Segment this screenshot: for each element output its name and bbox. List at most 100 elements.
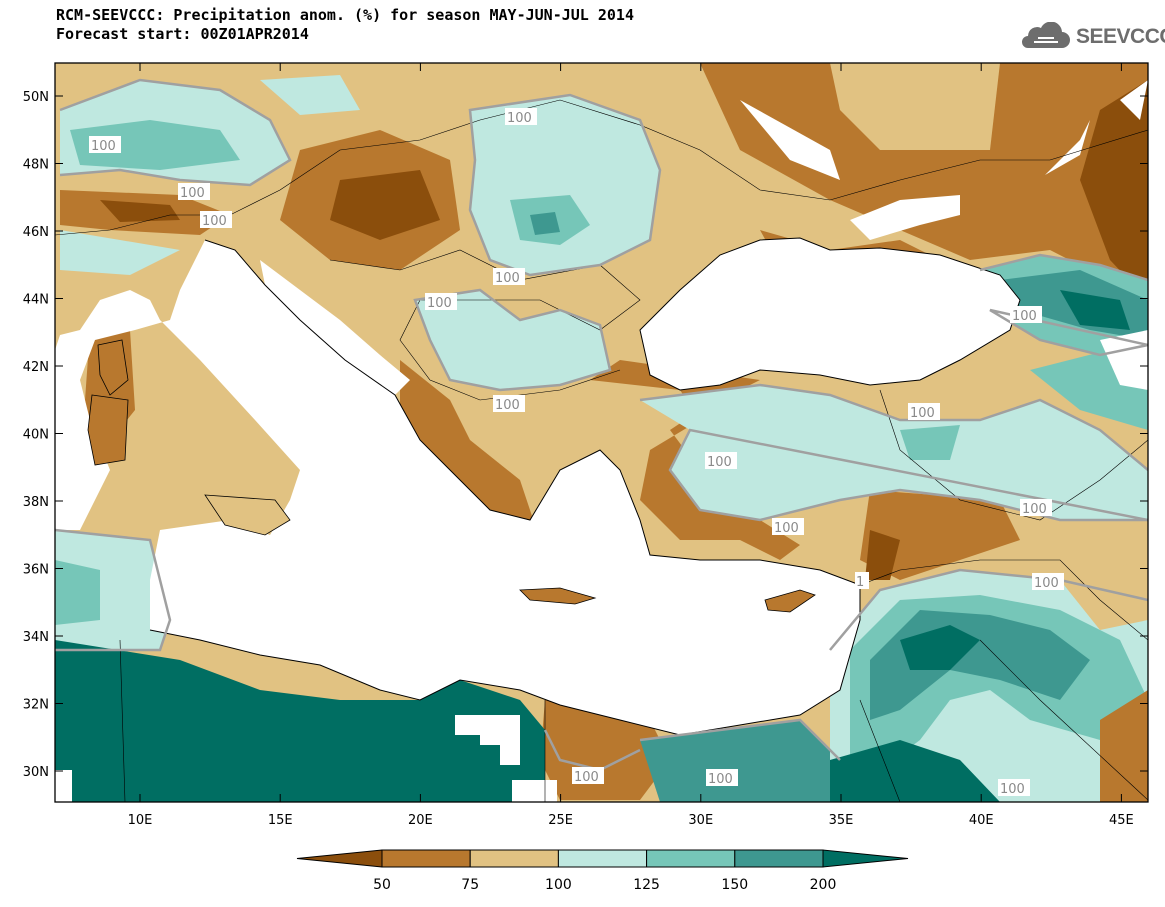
black-sea	[640, 238, 1020, 390]
field-75-100-iraq	[1060, 560, 1148, 630]
field-150-200-romania	[530, 212, 560, 235]
colorbar-tick-label: 75	[461, 877, 479, 893]
longitude-axis: 10E 15E 20E 25E 30E 35E 40E 45E	[128, 63, 1134, 828]
svg-text:100: 100	[574, 770, 599, 785]
field-125-150-tunisia	[55, 560, 100, 625]
svg-text:100: 100	[1000, 782, 1025, 797]
contour-100-germany	[59, 78, 292, 187]
svg-text:100: 100	[1022, 502, 1047, 517]
colorbar-arrow-high	[822, 849, 909, 868]
svg-text:100: 100	[495, 398, 520, 413]
lon-label: 30E	[688, 813, 713, 828]
field-100-125-france	[60, 230, 180, 275]
lat-label: 38N	[23, 495, 49, 510]
svg-text:100: 100	[1012, 309, 1037, 324]
contour-100-tunisia	[55, 528, 172, 652]
field-over-200-georgia	[1060, 290, 1130, 330]
coastline	[149, 239, 861, 736]
field-150-200-egypt	[640, 720, 840, 802]
field-below-50-alps	[100, 200, 180, 222]
field-over-200-syria	[900, 625, 980, 670]
crete	[519, 587, 597, 605]
colorbar-tick-label: 150	[721, 877, 748, 893]
lon-label: 15E	[268, 813, 293, 828]
svg-text:100: 100	[495, 271, 520, 286]
field-125-150-germany	[70, 120, 240, 170]
field-100-125-serbia	[415, 290, 610, 390]
cloud-logo-icon	[1022, 22, 1070, 48]
contour-label: 100	[705, 452, 737, 470]
lat-label: 34N	[23, 630, 49, 645]
svg-text:100: 100	[507, 111, 532, 126]
latitude-axis: 50N 48N 46N 44N 42N 40N 38N 36N 34N 32N 30N	[23, 90, 1148, 780]
field-50-75-balkans	[400, 360, 540, 540]
colorbar-arrow-low	[296, 849, 383, 868]
lon-label: 40E	[969, 813, 994, 828]
lon-label: 10E	[128, 813, 153, 828]
sardinia	[87, 394, 129, 466]
svg-text:100: 100	[910, 406, 935, 421]
lon-label: 20E	[408, 813, 433, 828]
field-50-75-turkey-east	[860, 490, 1020, 580]
field-100-125-anatolia	[640, 385, 1148, 520]
field-100-125-poland	[260, 75, 360, 115]
colorbar-segment	[646, 849, 736, 868]
contour-label: 100	[908, 403, 940, 421]
contour-label: 100	[493, 268, 525, 286]
colorbar-tick-label: 125	[633, 877, 660, 893]
cyprus	[764, 589, 816, 613]
lat-label: 32N	[23, 698, 49, 713]
seevccc-logo: SEEVCCC	[1018, 22, 1165, 52]
logo-text: SEEVCCC	[1076, 25, 1165, 48]
contour-label: 100	[706, 769, 738, 787]
contour-label: 100	[572, 767, 604, 785]
map-frame	[54, 62, 1149, 803]
israel-border	[859, 699, 901, 802]
contour-label: 100	[178, 183, 210, 201]
svg-text:100: 100	[774, 521, 799, 536]
contour-100-georgia	[979, 253, 1148, 357]
libya-border	[119, 639, 126, 802]
lat-label: 44N	[23, 293, 49, 308]
contour-label: 100	[772, 518, 804, 536]
lon-label: 35E	[829, 813, 854, 828]
contour-label: 100	[89, 136, 121, 154]
contour-label: 100	[1020, 499, 1052, 517]
contour-100-egypt-west	[543, 729, 641, 772]
colorbar-tick-label: 200	[810, 877, 837, 893]
contour-label: 100	[505, 108, 537, 126]
caspian-edge	[1100, 330, 1148, 390]
contour-label: 100	[1010, 306, 1042, 324]
lat-label: 46N	[23, 225, 49, 240]
missing-data-patch	[55, 770, 72, 802]
sicily	[204, 494, 291, 536]
contour-labels: 100 100 100 100 100 100 100 100 100 100 …	[89, 108, 1064, 797]
contour-label: 1	[855, 572, 869, 590]
lat-label: 48N	[23, 158, 49, 173]
map-fields: 100 100 100 100 100 100 100 100 100 100 …	[55, 63, 1148, 802]
contour-100-egypt	[639, 718, 841, 761]
colorbar-segment	[734, 849, 824, 868]
missing-data-patch	[512, 780, 557, 802]
contour-label: 100	[200, 211, 232, 229]
lat-label: 42N	[23, 360, 49, 375]
svg-text:100: 100	[707, 455, 732, 470]
svg-text:100: 100	[202, 214, 227, 229]
svg-text:100: 100	[1034, 576, 1059, 591]
field-over-200-arabia	[830, 740, 1000, 802]
forecast-start-subtitle: Forecast start: 00Z01APR2014	[56, 25, 309, 43]
colorbar-segment	[557, 849, 648, 868]
svg-text:1: 1	[856, 575, 864, 590]
colorbar-tick-label: 100	[545, 877, 572, 893]
contour-label: 100	[493, 395, 525, 413]
field-50-75-iraq	[1100, 690, 1148, 802]
svg-text:100: 100	[91, 139, 116, 154]
turkey-borders	[879, 389, 1148, 521]
contour-label: 100	[1032, 573, 1064, 591]
contour-label: 100	[998, 779, 1030, 797]
corsica	[97, 339, 129, 396]
missing-data-patch	[1120, 80, 1148, 120]
adriatic-sea	[260, 260, 410, 395]
svg-text:100: 100	[180, 186, 205, 201]
colorbar-segment	[381, 849, 471, 868]
